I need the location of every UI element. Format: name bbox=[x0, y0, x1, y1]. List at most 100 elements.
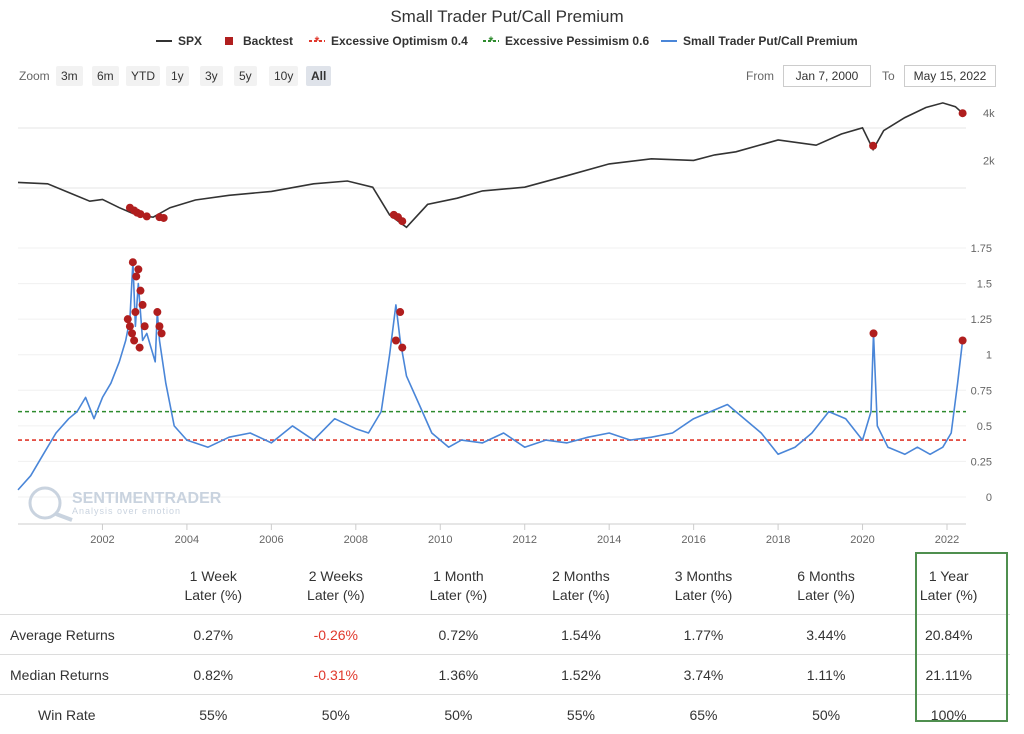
table-cell: 1.36% bbox=[397, 655, 520, 695]
premium-panel: 0 0.25 0.5 0.75 1 1.25 1.5 1.75 bbox=[18, 243, 992, 504]
x-tick-label-2012: 2012 bbox=[512, 534, 536, 546]
table-cell: 50% bbox=[275, 695, 398, 734]
zoom-label: Zoom bbox=[19, 69, 50, 83]
table-cell: 1.52% bbox=[520, 655, 643, 695]
premium-backtest-point-1 bbox=[126, 322, 134, 330]
premium-backtest-point-16 bbox=[396, 308, 404, 316]
watermark: SENTIMENTRADER Analysis over emotion bbox=[30, 488, 222, 520]
to-label: To bbox=[882, 69, 895, 83]
premium-tick-label-2: 0.5 bbox=[977, 421, 992, 433]
premium-tick-label-1: 0.25 bbox=[971, 456, 992, 468]
premium-tick-label-0: 0 bbox=[986, 492, 992, 504]
watermark-magnifier-handle bbox=[56, 514, 72, 520]
legend-star-3: * bbox=[489, 34, 494, 48]
legend-label-3: Excessive Pessimism 0.6 bbox=[505, 34, 649, 48]
x-tick-label-2014: 2014 bbox=[597, 534, 621, 546]
premium-tick-label-7: 1.75 bbox=[971, 243, 992, 255]
spx-panel: 4k 2k bbox=[18, 103, 995, 227]
premium-backtest-point-9 bbox=[141, 322, 149, 330]
table-cell: 1.11% bbox=[765, 655, 888, 695]
legend-label-0: SPX bbox=[178, 34, 202, 48]
premium-backtest-point-7 bbox=[136, 287, 144, 295]
premium-tick-label-3: 0.75 bbox=[971, 385, 992, 397]
premium-backtest-point-13 bbox=[155, 322, 163, 330]
table-cell: 65% bbox=[642, 695, 765, 734]
zoom-6m-button[interactable]: 6m bbox=[92, 66, 119, 86]
spx-backtest-point-4 bbox=[143, 212, 151, 220]
spx-backtest-point-9 bbox=[398, 217, 406, 225]
table-cell: 0.27% bbox=[152, 615, 275, 655]
from-date-input[interactable]: Jan 7, 2000 bbox=[783, 65, 871, 87]
x-tick-label-2008: 2008 bbox=[344, 534, 368, 546]
premium-backtest-point-10 bbox=[131, 308, 139, 316]
spx-backtest-point-11 bbox=[959, 109, 967, 117]
table-cell: 0.72% bbox=[397, 615, 520, 655]
from-label: From bbox=[746, 69, 774, 83]
row-label: Average Returns bbox=[0, 615, 152, 655]
spx-line bbox=[18, 103, 963, 227]
premium-tick-label-4: 1 bbox=[986, 350, 992, 362]
spx-backtest-point-10 bbox=[869, 142, 877, 150]
premium-backtest-point-4 bbox=[129, 258, 137, 266]
legend-label-2: Excessive Optimism 0.4 bbox=[331, 34, 468, 48]
x-tick-label-2004: 2004 bbox=[175, 534, 199, 546]
premium-backtest-point-6 bbox=[134, 265, 142, 273]
table-row-average-returns: Average Returns 0.27% -0.26% 0.72% 1.54%… bbox=[0, 615, 1010, 655]
table-cell: 3.44% bbox=[765, 615, 888, 655]
watermark-tagline: Analysis over emotion bbox=[72, 506, 181, 516]
legend-star-2: * bbox=[315, 34, 320, 48]
table-cell: -0.31% bbox=[275, 655, 398, 695]
premium-backtest-point-11 bbox=[136, 344, 144, 352]
premium-backtest-point-2 bbox=[128, 329, 136, 337]
zoom-5y-button[interactable]: 5y bbox=[234, 66, 257, 86]
premium-backtest-point-14 bbox=[158, 329, 166, 337]
row-label: Median Returns bbox=[0, 655, 152, 695]
table-row-win-rate: Win Rate 55% 50% 50% 55% 65% 50% 100% bbox=[0, 695, 1010, 734]
x-tick-label-2002: 2002 bbox=[90, 534, 114, 546]
x-tick-label-2006: 2006 bbox=[259, 534, 283, 546]
spx-tick-label-4k: 4k bbox=[983, 108, 995, 120]
table-cell: 1.54% bbox=[520, 615, 643, 655]
zoom-3y-button[interactable]: 3y bbox=[200, 66, 223, 86]
premium-backtest-point-12 bbox=[153, 308, 161, 316]
premium-backtest-point-0 bbox=[124, 315, 132, 323]
table-cell: 55% bbox=[152, 695, 275, 734]
legend-label-1: Backtest bbox=[243, 34, 293, 48]
table-cell: 1.77% bbox=[642, 615, 765, 655]
zoom-all-button[interactable]: All bbox=[306, 66, 331, 86]
to-date-input[interactable]: May 15, 2022 bbox=[904, 65, 996, 87]
watermark-name: SENTIMENTRADER bbox=[72, 490, 222, 507]
premium-tick-label-6: 1.5 bbox=[977, 279, 992, 291]
table-cell: 50% bbox=[765, 695, 888, 734]
premium-tick-label-5: 1.25 bbox=[971, 314, 992, 326]
zoom-1y-button[interactable]: 1y bbox=[166, 66, 189, 86]
premium-backtest-point-17 bbox=[398, 344, 406, 352]
x-tick-label-2022: 2022 bbox=[935, 534, 959, 546]
zoom-3m-button[interactable]: 3m bbox=[56, 66, 83, 86]
row-label: Win Rate bbox=[0, 695, 152, 734]
table-cell: 50% bbox=[397, 695, 520, 734]
legend-swatch-1 bbox=[225, 37, 233, 45]
one-year-highlight-box bbox=[915, 552, 1008, 722]
premium-backtest-point-18 bbox=[870, 329, 878, 337]
zoom-10y-button[interactable]: 10y bbox=[269, 66, 298, 86]
legend: SPX Backtest * Excessive Optimism 0.4 * Exces… bbox=[156, 34, 858, 48]
zoom-ytd-button[interactable]: YTD bbox=[126, 66, 160, 86]
premium-backtest-point-15 bbox=[392, 336, 400, 344]
premium-backtest-point-19 bbox=[959, 336, 967, 344]
premium-backtest-point-3 bbox=[130, 336, 138, 344]
x-tick-label-2010: 2010 bbox=[428, 534, 452, 546]
spx-tick-label-2k: 2k bbox=[983, 155, 995, 167]
table-cell: -0.26% bbox=[275, 615, 398, 655]
premium-backtest-point-5 bbox=[132, 272, 140, 280]
table-header-empty bbox=[0, 558, 152, 615]
x-tick-label-2016: 2016 bbox=[681, 534, 705, 546]
